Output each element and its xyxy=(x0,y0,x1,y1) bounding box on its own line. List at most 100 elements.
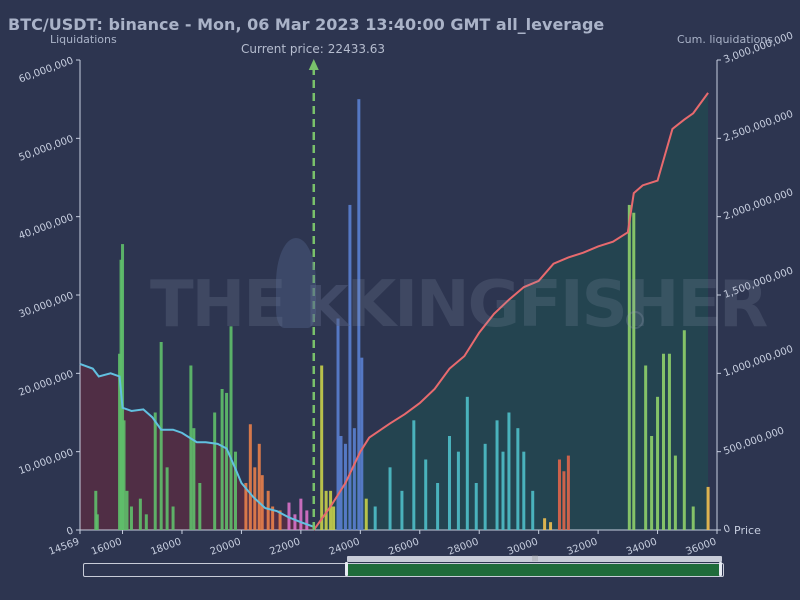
cum-right-line xyxy=(312,92,709,531)
liquidation-bar xyxy=(229,326,233,530)
liquidation-bar xyxy=(332,506,336,530)
range-navigator-scrollbar[interactable] xyxy=(347,556,722,562)
liquidation-bar xyxy=(233,451,237,530)
liquidation-bar xyxy=(360,357,364,530)
liquidation-bar xyxy=(153,412,157,530)
y-left-tick-label: 30,000,000 xyxy=(17,290,75,320)
liquidation-bar xyxy=(339,436,343,530)
y-left-tick-label: 50,000,000 xyxy=(17,134,75,164)
registered-mark-icon xyxy=(626,311,644,329)
x-tick-label: 26000 xyxy=(387,536,421,557)
liquidation-bar xyxy=(121,244,125,531)
liquidation-bar xyxy=(357,99,361,531)
current-price-value: 22433.63 xyxy=(327,42,386,56)
liquidation-bar xyxy=(324,490,328,530)
liquidation-bar xyxy=(400,490,404,530)
liquidation-bar xyxy=(507,412,511,530)
liquidation-bar xyxy=(122,420,126,530)
liquidation-bar xyxy=(278,510,282,530)
liquidation-bar xyxy=(632,212,636,530)
liquidation-bar xyxy=(436,483,440,530)
liquidation-bar xyxy=(661,353,665,530)
liquidation-bar xyxy=(627,204,631,530)
liquidation-bar xyxy=(531,490,535,530)
y-left-tick-label: 40,000,000 xyxy=(17,212,75,242)
x-tick-label: 28000 xyxy=(447,536,481,557)
liquidation-bar xyxy=(566,455,570,530)
liquidation-bar xyxy=(412,420,416,530)
liquidation-bar xyxy=(125,490,129,530)
liquidation-bar xyxy=(94,490,98,530)
range-navigator-selection[interactable] xyxy=(348,564,721,576)
liquidation-bar xyxy=(373,506,377,530)
liquidation-bar xyxy=(320,365,324,530)
scrollbar-grip-icon[interactable]: ||| xyxy=(531,555,539,562)
liquidation-bar xyxy=(706,486,710,530)
liquidation-bar xyxy=(474,483,478,530)
y-right-tick-label: 0 xyxy=(722,523,732,536)
x-tick-label: 16000 xyxy=(90,536,124,557)
range-handle-right[interactable] xyxy=(719,562,722,576)
liquidation-bar xyxy=(266,490,270,530)
liquidation-bar xyxy=(257,443,261,530)
cum-left-area xyxy=(80,363,314,530)
liquidation-bar xyxy=(364,498,368,530)
liquidation-bar xyxy=(682,330,686,530)
liquidation-bar xyxy=(260,475,264,530)
current-price-caption: Current price: xyxy=(241,42,324,56)
liquidation-bar xyxy=(213,412,217,530)
x-tick-label: 14569 xyxy=(47,536,81,557)
liquidation-bar xyxy=(144,514,148,530)
current-price-arrow-icon xyxy=(308,59,319,70)
y-left-tick-label: 20,000,000 xyxy=(17,369,75,399)
liquidation-bar xyxy=(549,522,553,530)
liquidation-bar xyxy=(171,506,175,530)
liquidation-bar xyxy=(495,420,499,530)
liquidation-bar xyxy=(501,451,505,530)
liquidation-bar xyxy=(522,451,526,530)
right-axis-label: Cum. liquidations xyxy=(677,33,774,46)
x-tick-label: 24000 xyxy=(328,536,362,557)
liquidation-bar xyxy=(287,502,291,530)
liquidation-bar xyxy=(348,204,352,530)
liquidation-bar xyxy=(644,365,648,530)
liquidation-bar xyxy=(483,443,487,530)
x-tick-label: 36000 xyxy=(684,536,718,557)
liquidation-bar xyxy=(667,353,671,530)
y-right-tick-label: 2,000,000,000 xyxy=(722,187,795,222)
liquidation-bar xyxy=(129,506,133,530)
range-handle-left[interactable] xyxy=(345,562,348,576)
liquidation-bar xyxy=(293,514,297,530)
liquidation-bar xyxy=(557,459,561,530)
liquidation-bar xyxy=(562,471,566,530)
liquidation-bar xyxy=(691,506,695,530)
watermark: THE KKINGFISHER xyxy=(150,268,768,342)
liquidation-bar xyxy=(329,490,333,530)
liquidation-bar xyxy=(336,318,340,530)
liquidation-bar xyxy=(543,518,547,530)
y-right-tick-label: 1,000,000,000 xyxy=(722,344,795,379)
watermark-logo-icon xyxy=(276,238,316,328)
y-left-tick-label: 0 xyxy=(65,525,75,538)
x-tick-label: 18000 xyxy=(149,536,183,557)
liquidation-bar xyxy=(159,342,163,530)
chart-title: BTC/USDT: binance - Mon, 06 Mar 2023 13:… xyxy=(8,15,605,34)
x-axis-label: Price xyxy=(734,524,761,537)
y-left-tick-label: 60,000,000 xyxy=(17,55,75,85)
liquidation-bar xyxy=(516,428,520,530)
liquidation-bar xyxy=(138,498,142,530)
liquidation-bar xyxy=(352,428,356,530)
liquidation-bar xyxy=(388,467,392,530)
liquidation-bar xyxy=(95,514,99,530)
liquidation-bar xyxy=(165,467,169,530)
liquidation-bar xyxy=(189,365,193,530)
x-tick-label: 32000 xyxy=(565,536,599,557)
liquidation-bar xyxy=(447,436,451,530)
left-axis-label: Liquidations xyxy=(50,33,117,46)
cum-left-line xyxy=(79,362,315,528)
x-tick-label: 34000 xyxy=(625,536,659,557)
liquidation-bar xyxy=(424,459,428,530)
current-price-label: Current price: 22433.63 xyxy=(241,42,385,56)
liquidation-bar xyxy=(343,443,347,530)
x-tick-label: 22000 xyxy=(268,536,302,557)
